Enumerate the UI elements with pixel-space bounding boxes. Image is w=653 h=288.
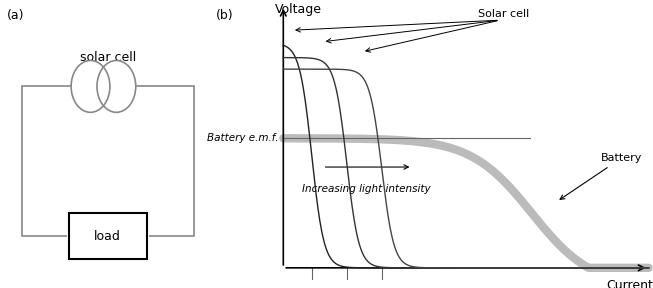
- Text: (b): (b): [215, 9, 233, 22]
- Text: Voltage: Voltage: [274, 3, 321, 16]
- Text: Increasing light intensity: Increasing light intensity: [302, 184, 431, 194]
- Text: Current: Current: [606, 279, 653, 288]
- Text: Battery: Battery: [560, 153, 642, 199]
- Text: solar cell: solar cell: [80, 51, 136, 64]
- Text: (a): (a): [7, 9, 24, 22]
- Bar: [22, 86, 194, 236]
- Text: load: load: [94, 230, 121, 243]
- Bar: [69, 213, 146, 259]
- Bar: [67, 210, 149, 262]
- Text: Battery e.m.f.: Battery e.m.f.: [208, 133, 279, 143]
- Bar: [71, 34, 136, 87]
- Text: Solar cell: Solar cell: [478, 9, 529, 19]
